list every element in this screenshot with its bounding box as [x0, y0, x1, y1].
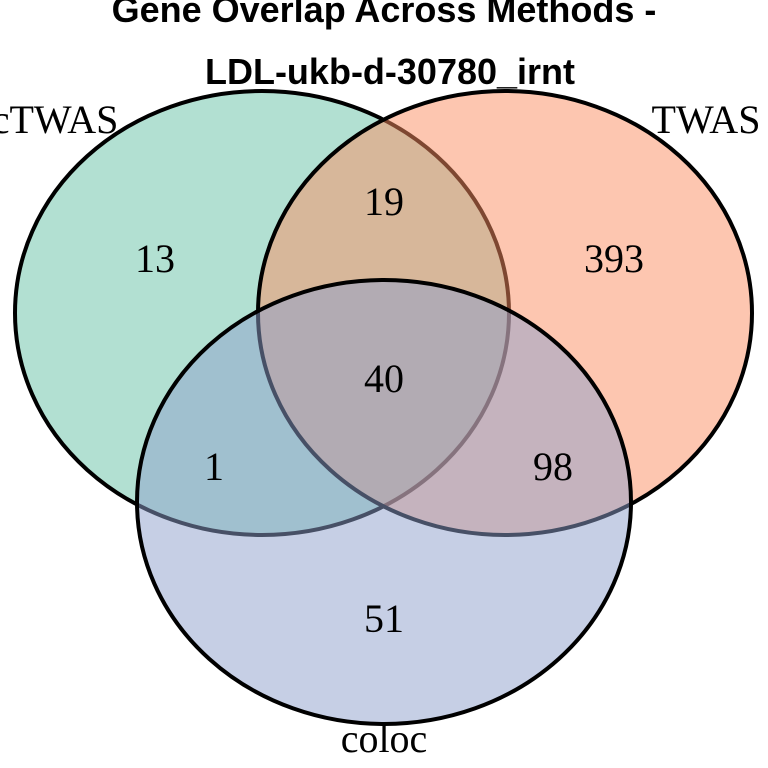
- count-ctwas-only: 13: [135, 236, 175, 281]
- count-coloc-only: 51: [364, 596, 404, 641]
- title-line-2: LDL-ukb-d-30780_irnt: [205, 51, 575, 92]
- count-all-three: 40: [364, 356, 404, 401]
- set-label-coloc: coloc: [341, 716, 428, 761]
- count-twas-only: 393: [584, 236, 644, 281]
- count-ctwas-coloc: 1: [204, 444, 224, 489]
- count-ctwas-twas: 19: [364, 179, 404, 224]
- count-twas-coloc: 98: [533, 444, 573, 489]
- set-label-ctwas: cTWAS: [0, 97, 118, 142]
- title-line-1: Gene Overlap Across Methods -: [112, 0, 657, 30]
- set-label-twas: TWAS: [652, 97, 761, 142]
- set-circle-coloc: [135, 278, 633, 726]
